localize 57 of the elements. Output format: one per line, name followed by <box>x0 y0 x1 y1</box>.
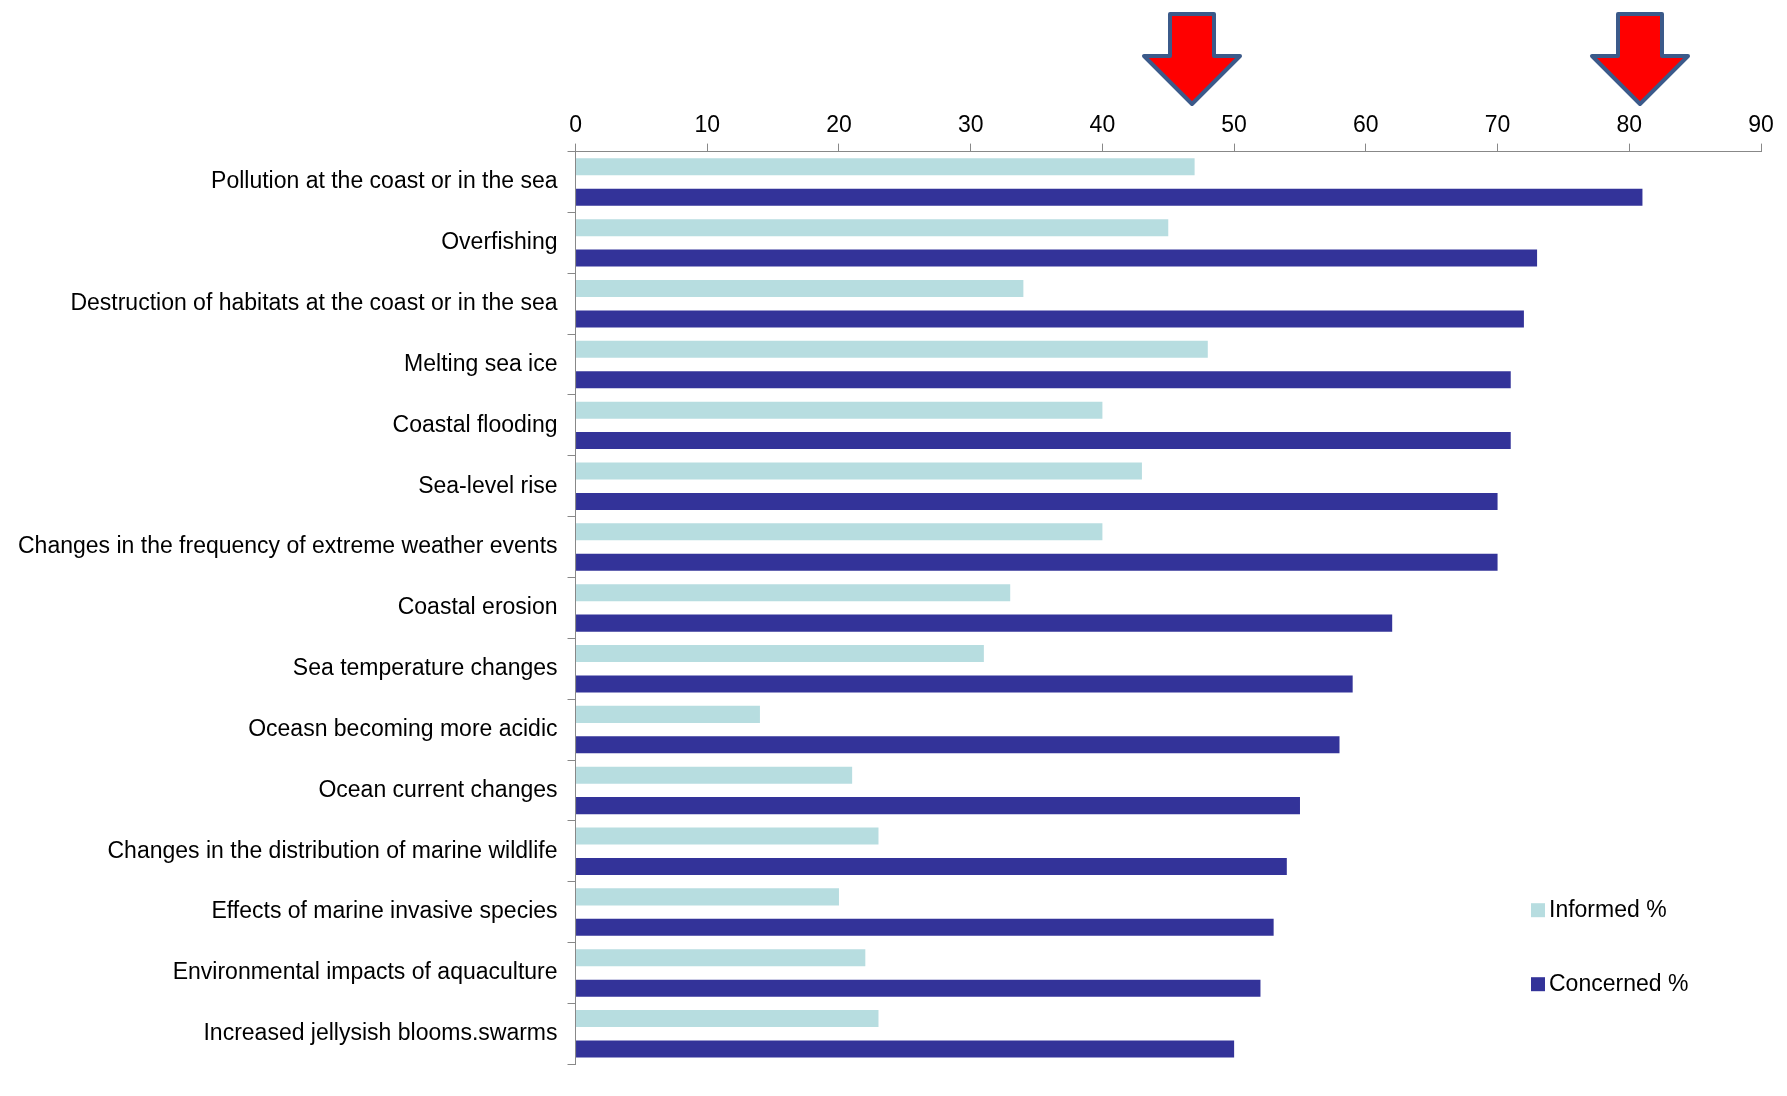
y-tick-label: Sea temperature changes <box>292 654 558 681</box>
bar <box>576 1040 1235 1058</box>
y-tick-label: Overfishing <box>441 228 558 255</box>
bar <box>576 766 853 784</box>
x-tick-label: 40 <box>1089 111 1116 138</box>
bar <box>576 188 1643 206</box>
bar <box>576 645 984 663</box>
x-tick-label: 90 <box>1748 111 1774 138</box>
bar <box>576 219 1169 237</box>
bar <box>576 310 1524 328</box>
bar <box>576 918 1274 936</box>
bar <box>576 979 1261 997</box>
bar <box>576 675 1353 693</box>
bar <box>576 432 1511 450</box>
bar <box>576 827 879 845</box>
bar <box>576 279 1024 298</box>
bar <box>576 705 760 723</box>
y-tick-label: Coastal flooding <box>392 410 558 437</box>
bar <box>576 462 1142 480</box>
bar <box>576 797 1300 815</box>
y-tick-label: Coastal erosion <box>397 593 558 620</box>
bar <box>576 1010 879 1028</box>
legend-label: Informed % <box>1549 895 1667 922</box>
bar <box>576 888 839 906</box>
bar <box>576 158 1195 176</box>
x-tick-label: 20 <box>826 111 852 138</box>
y-tick-label: Destruction of habitats at the coast or in the sea <box>70 289 558 316</box>
y-tick-label: Environmental impacts of aquaculture <box>172 958 558 985</box>
bar <box>576 340 1208 358</box>
bar <box>576 949 866 967</box>
x-tick-label: 30 <box>957 111 984 138</box>
bar <box>576 401 1103 419</box>
x-tick-label: 0 <box>569 111 582 138</box>
y-tick-label: Pollution at the coast or in the sea <box>211 167 558 194</box>
y-tick-label: Oceasn becoming more acidic <box>248 714 558 741</box>
y-tick-label: Melting sea ice <box>404 349 558 376</box>
bar <box>576 614 1393 632</box>
x-tick-label: 50 <box>1221 111 1247 138</box>
bar <box>576 249 1538 267</box>
y-tick-label: Ocean current changes <box>318 775 558 802</box>
bar <box>576 736 1340 754</box>
x-tick-label: 80 <box>1616 111 1643 138</box>
y-tick-label: Increased jellysish blooms.swarms <box>203 1019 558 1046</box>
y-tick-label: Changes in the frequency of extreme weather events <box>17 532 558 559</box>
bar <box>576 371 1511 389</box>
x-tick-label: 70 <box>1484 111 1511 138</box>
x-tick-label: 10 <box>694 111 721 138</box>
bar <box>576 523 1103 541</box>
bar <box>576 584 1011 602</box>
bar <box>576 857 1287 875</box>
bar <box>576 553 1498 571</box>
y-tick-label: Sea-level rise <box>418 471 558 498</box>
x-tick-label: 60 <box>1353 111 1379 138</box>
legend-label: Concerned % <box>1549 969 1689 996</box>
y-tick-label: Changes in the distribution of marine wildlife <box>107 836 558 863</box>
bar <box>576 492 1498 510</box>
y-tick-label: Effects of marine invasive species <box>211 897 558 924</box>
